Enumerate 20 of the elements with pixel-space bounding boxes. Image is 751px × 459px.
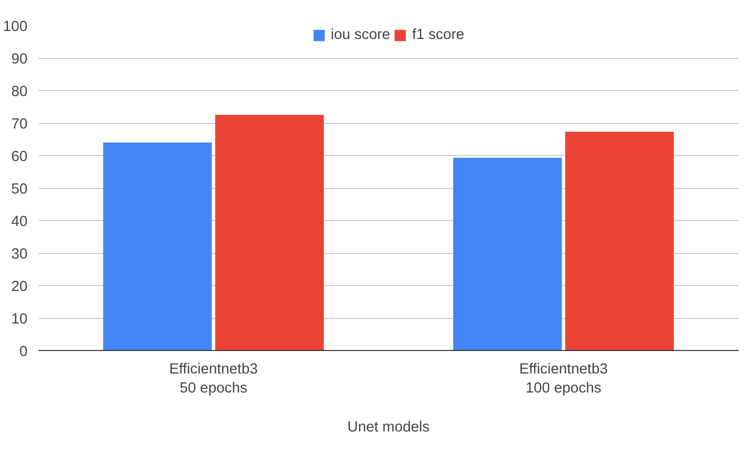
y-tick-label: 60 xyxy=(11,149,28,165)
y-tick-label: 40 xyxy=(11,214,28,230)
x-axis-title: Unet models xyxy=(347,420,430,436)
y-tick-label: 20 xyxy=(11,279,28,295)
x-tick-label: Efficientnetb3 100 epochs xyxy=(519,362,608,397)
y-tick-label: 90 xyxy=(11,52,28,68)
y-tick-label: 10 xyxy=(11,312,28,328)
y-tick-label: 30 xyxy=(11,246,28,262)
bar xyxy=(565,132,674,350)
x-tick-label: Efficientnetb3 50 epochs xyxy=(169,362,258,397)
y-tick-label: 0 xyxy=(19,344,28,360)
legend-label: f1 score xyxy=(412,27,464,43)
y-tick-label: 100 xyxy=(3,19,28,35)
y-tick-label: 50 xyxy=(11,182,28,198)
y-tick-label: 80 xyxy=(11,84,28,100)
bar xyxy=(103,142,212,350)
bar xyxy=(453,158,562,350)
bar xyxy=(215,114,324,350)
y-tick-label: 70 xyxy=(11,116,28,132)
legend-label: iou score xyxy=(330,27,390,43)
